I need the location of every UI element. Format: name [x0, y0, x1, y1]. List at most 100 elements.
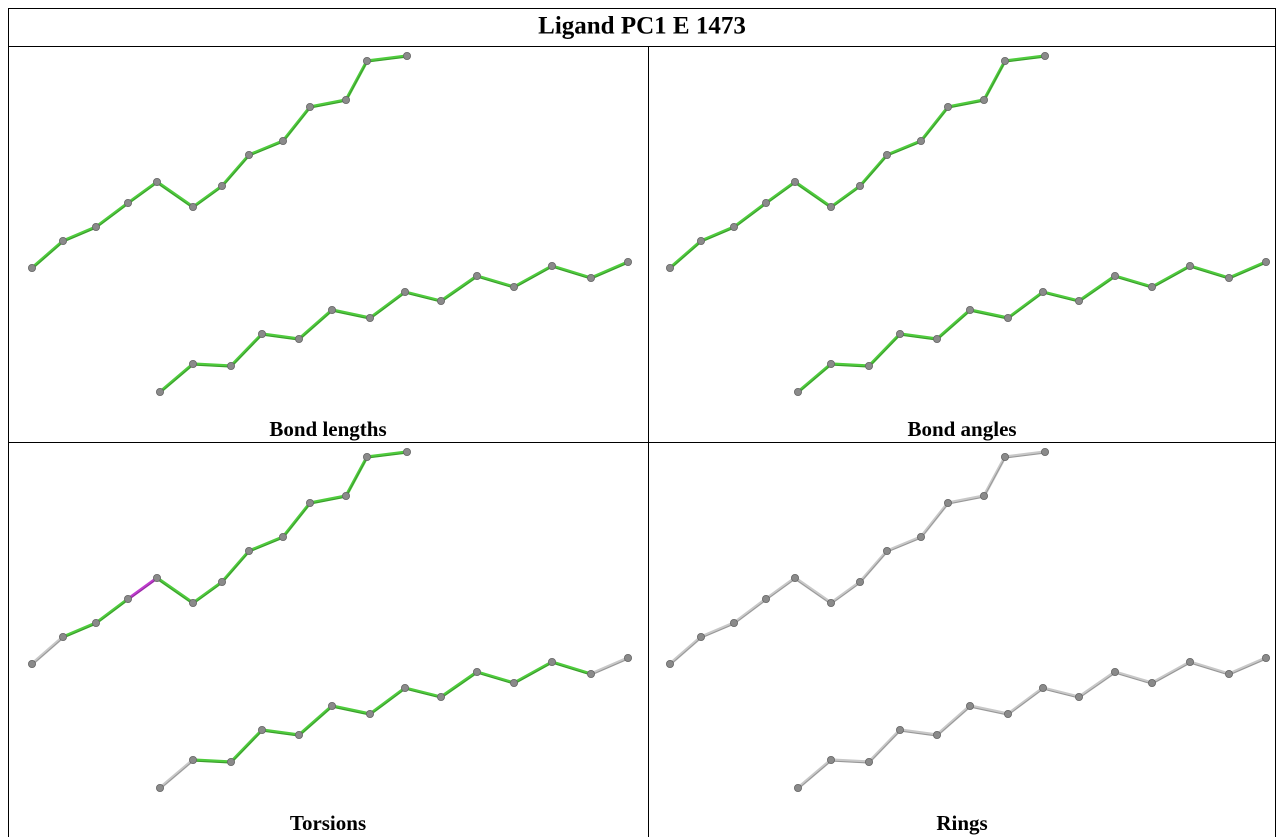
bond-shade	[1007, 292, 1044, 320]
atom	[548, 658, 557, 667]
atom	[1004, 313, 1013, 322]
atom	[1262, 654, 1271, 663]
bond	[344, 455, 369, 498]
bond	[1227, 260, 1268, 280]
bond-shade	[1151, 266, 1191, 289]
bond	[1041, 290, 1081, 303]
atom	[509, 282, 518, 291]
atom	[827, 202, 836, 211]
bond	[732, 597, 768, 625]
bond	[220, 549, 251, 584]
bond	[229, 728, 264, 764]
bond	[365, 450, 409, 459]
bond-shade	[440, 276, 478, 303]
bond	[1041, 686, 1081, 699]
bond-shade	[248, 537, 284, 553]
bond	[1227, 656, 1268, 676]
bond-shade	[1004, 56, 1046, 63]
atom	[827, 599, 836, 608]
atom	[278, 533, 287, 542]
bond-shade	[366, 56, 408, 63]
bond-shade	[366, 452, 408, 459]
bond	[365, 54, 409, 63]
bond	[158, 758, 195, 790]
atom	[362, 452, 371, 461]
bond	[699, 225, 736, 243]
atom	[365, 313, 374, 322]
bond	[982, 455, 1007, 498]
atom	[59, 236, 68, 245]
bond-shade	[95, 599, 129, 625]
bond-shade	[282, 503, 311, 539]
atom	[244, 150, 253, 159]
bond-shade	[1114, 276, 1153, 289]
panel-label: Rings	[936, 811, 987, 835]
atom	[944, 103, 953, 112]
bond	[829, 362, 871, 368]
atom	[294, 334, 303, 343]
atom	[624, 654, 633, 663]
bond-shade	[830, 364, 870, 368]
bond	[512, 264, 554, 289]
bond-shade	[899, 334, 938, 341]
bond	[699, 621, 736, 639]
bond	[829, 758, 871, 764]
atom	[152, 177, 161, 186]
bond	[191, 758, 233, 764]
bond	[191, 580, 224, 605]
atom	[92, 222, 101, 231]
atom	[980, 96, 989, 105]
bond	[1150, 264, 1192, 289]
bond-shade	[886, 141, 922, 157]
bond	[158, 362, 195, 394]
bond	[512, 660, 554, 685]
bond	[935, 704, 972, 737]
atom	[1148, 679, 1157, 688]
atom	[278, 136, 287, 145]
atom	[587, 670, 596, 679]
atom	[697, 633, 706, 642]
bond	[1113, 670, 1154, 685]
atom	[152, 574, 161, 583]
bond	[220, 153, 251, 188]
bond-shade	[513, 266, 553, 289]
bond	[1003, 54, 1047, 63]
bond	[946, 494, 986, 505]
atom	[217, 181, 226, 190]
atom	[917, 533, 926, 542]
atom	[436, 693, 445, 702]
bond	[61, 621, 98, 639]
bond-shade	[983, 61, 1006, 102]
atom	[1186, 658, 1195, 667]
atom	[402, 52, 411, 61]
bond-shade	[159, 364, 194, 394]
bond-shade	[794, 182, 832, 209]
atom	[509, 679, 518, 688]
bond-shade	[230, 730, 263, 764]
atom	[762, 198, 771, 207]
bond	[1077, 274, 1117, 303]
bond-shade	[345, 457, 368, 498]
bond-shade	[969, 706, 1009, 716]
bond-shade	[590, 658, 629, 676]
atom	[1225, 670, 1234, 679]
atom	[188, 756, 197, 765]
atom	[697, 236, 706, 245]
bond	[281, 501, 312, 539]
atom	[1001, 452, 1010, 461]
bond	[439, 274, 479, 303]
bond-shade	[192, 186, 223, 209]
atom	[1075, 296, 1084, 305]
atom	[917, 136, 926, 145]
bond	[126, 180, 159, 205]
bond-shade	[261, 730, 300, 737]
bond	[308, 494, 348, 505]
bond-shade	[31, 241, 64, 270]
bond	[368, 290, 407, 320]
bond-shade	[765, 578, 796, 601]
atom	[59, 633, 68, 642]
bond-shade	[765, 182, 796, 205]
bond-shade	[476, 672, 515, 685]
bond-shade	[1078, 672, 1116, 699]
